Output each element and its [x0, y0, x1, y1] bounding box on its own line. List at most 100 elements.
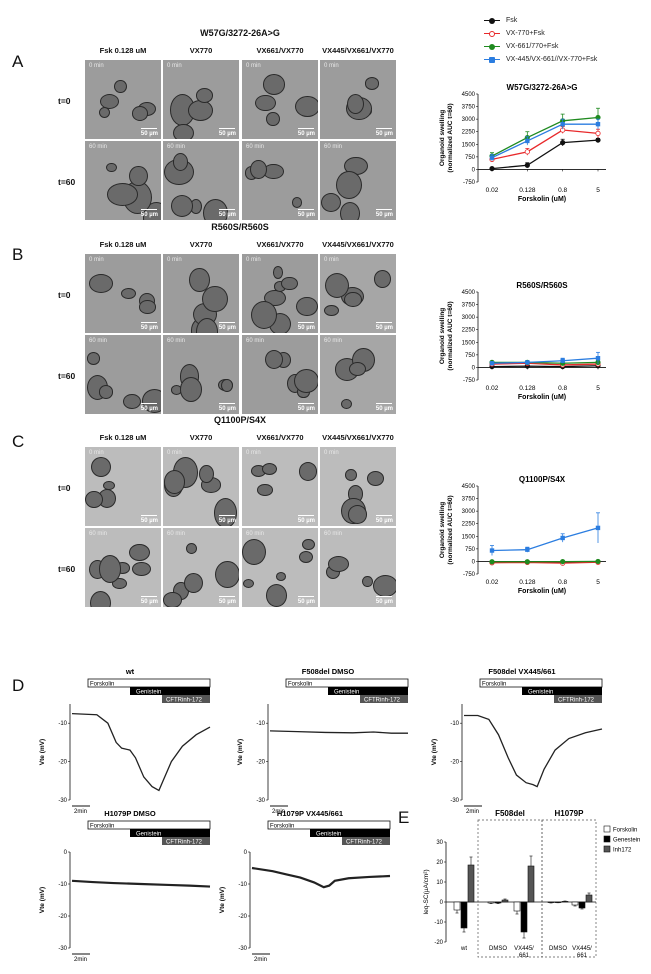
- organoid: [250, 160, 267, 180]
- column-title: VX770: [189, 240, 213, 249]
- legend-label: Genestein: [613, 838, 640, 844]
- legend-item: VX-661/770+Fsk: [484, 40, 597, 53]
- scale-bar-label: 50 µm: [218, 406, 236, 412]
- legend-label: VX-661/770+Fsk: [506, 43, 559, 50]
- bar: [453, 901, 461, 911]
- scale-bar: [376, 127, 392, 129]
- legend-label: Fsk: [506, 17, 518, 24]
- organoid: [103, 480, 115, 490]
- organoid: [106, 183, 138, 206]
- scale-bar: [219, 514, 235, 516]
- organoid: [129, 165, 148, 187]
- scale-bar: [298, 595, 314, 597]
- microscopy-image: 0 min 50 µm: [320, 254, 396, 333]
- organoid: [323, 304, 339, 317]
- bar: [501, 899, 509, 903]
- data-point: [489, 165, 495, 172]
- group-label: DMSO: [489, 946, 507, 952]
- organoid: [112, 577, 127, 589]
- time-stamp: 60 min: [167, 338, 186, 344]
- y-tick-label: 3000: [462, 315, 476, 321]
- legend-swatch: [603, 845, 611, 853]
- y-tick-label: -20: [434, 940, 443, 946]
- bar: [571, 901, 579, 906]
- trace-title: H1079P DMSO: [104, 809, 156, 818]
- scale-bar: [141, 321, 157, 323]
- group-label: wt: [460, 946, 467, 952]
- y-tick-label: 0: [472, 559, 476, 565]
- microscopy-image: 60 min 50 µm: [85, 528, 161, 607]
- time-stamp: 0 min: [89, 450, 104, 456]
- scale-bar: [141, 595, 157, 597]
- step-label: Forskolin: [288, 681, 312, 687]
- time-scale-label: 2min: [466, 809, 479, 814]
- organoid: [242, 579, 255, 589]
- data-point: [524, 149, 530, 155]
- bar: [460, 901, 468, 929]
- time-stamp: 60 min: [246, 144, 265, 150]
- time-stamp: 60 min: [167, 144, 186, 150]
- step-label: Genistein: [136, 689, 161, 695]
- time-stamp: 0 min: [89, 257, 104, 263]
- step-box-genistein: [328, 687, 408, 695]
- scale-bar-label: 50 µm: [218, 599, 236, 605]
- step-box-cftrinh: [360, 695, 408, 703]
- x-tick-label: 5: [596, 579, 600, 586]
- group-label: VX445/661: [514, 946, 534, 959]
- legend-label: Inh172: [613, 848, 632, 854]
- legend-item: Fsk: [484, 14, 597, 27]
- scale-bar: [298, 402, 314, 404]
- voltage-trace: [464, 714, 603, 788]
- organoid: [272, 265, 284, 279]
- y-tick-label: 4500: [462, 484, 476, 490]
- column-title: VX770: [189, 46, 213, 55]
- data-point: [525, 360, 530, 365]
- x-tick-label: 0.8: [558, 187, 567, 194]
- organoid: [265, 584, 288, 607]
- scale-bar-label: 50 µm: [218, 518, 236, 524]
- column-title: Fsk 0.128 uM: [99, 433, 147, 442]
- microscopy-image: 60 min 50 µm: [85, 335, 161, 414]
- data-point: [560, 558, 566, 565]
- scale-bar-label: 50 µm: [297, 212, 315, 218]
- y-tick-label: -20: [58, 914, 67, 920]
- organoid: [372, 574, 396, 598]
- scale-bar-label: 50 µm: [375, 131, 393, 137]
- data-point: [489, 559, 495, 565]
- row-label: t=0: [58, 483, 71, 493]
- y-tick-label: 1500: [462, 534, 476, 540]
- panel-letter-b: B: [12, 245, 24, 264]
- step-label: Genistein: [316, 831, 341, 837]
- group-label-line: 661: [577, 953, 588, 959]
- microscopy-image: 60 min 50 µm: [163, 335, 239, 414]
- data-point: [524, 559, 530, 565]
- y-tick-label: -20: [256, 760, 265, 766]
- step-label: Forskolin: [482, 681, 506, 687]
- step-box-genistein: [130, 829, 210, 837]
- legend-swatch: [603, 825, 611, 833]
- organoid: [320, 192, 342, 213]
- ussing-trace-wt: wt Forskolin Genistein CFTRinh-172 -10 -20 -30…: [39, 667, 211, 814]
- time-stamp: 0 min: [167, 63, 182, 69]
- organoid: [106, 162, 117, 173]
- legend-symbol: [484, 30, 500, 38]
- y-tick-label: 750: [465, 353, 476, 359]
- y-tick-label: 3750: [462, 105, 476, 111]
- time-scale-label: 2min: [74, 809, 87, 814]
- column-title: Fsk 0.128 uM: [99, 240, 147, 249]
- scale-bar: [141, 127, 157, 129]
- group-label-line: 661: [519, 953, 530, 959]
- organoid: [141, 389, 161, 413]
- scale-bar-label: 50 µm: [218, 212, 236, 218]
- organoid: [374, 269, 392, 288]
- bar: [467, 864, 475, 903]
- column-title: VX661/VX770: [256, 46, 304, 55]
- y-tick-label: 0: [64, 850, 68, 856]
- column-title: Fsk 0.128 uM: [99, 46, 147, 55]
- microscopy-image: 60 min 50 µm: [320, 335, 396, 414]
- scale-bar-label: 50 µm: [297, 406, 315, 412]
- column-title: VX445/VX661/VX770: [322, 433, 394, 442]
- legend-marker: [489, 56, 495, 63]
- organoid: [86, 351, 101, 365]
- trace-title: wt: [125, 667, 135, 676]
